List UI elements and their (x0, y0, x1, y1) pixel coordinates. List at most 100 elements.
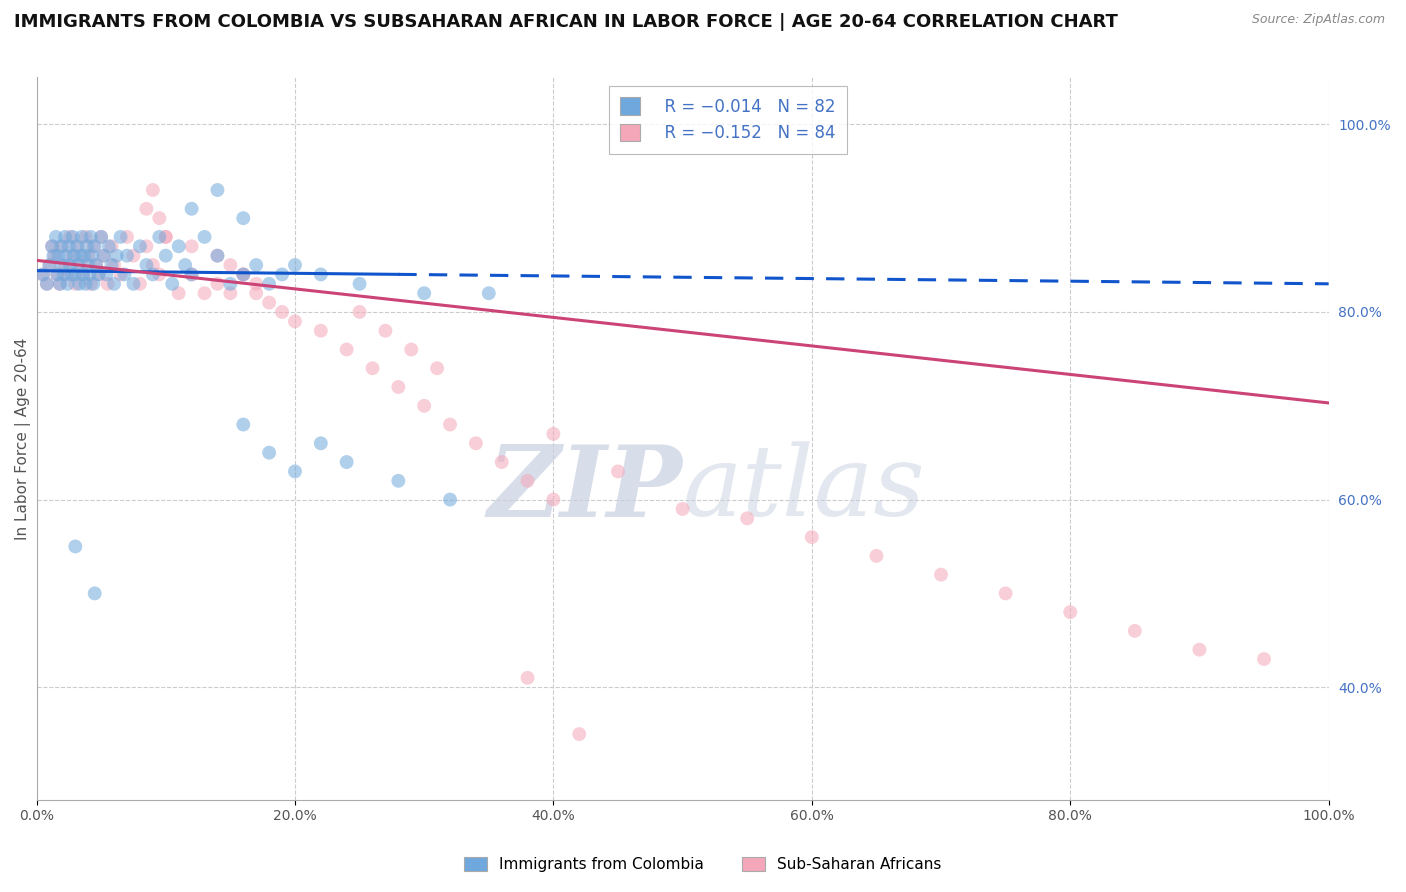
Point (349, 277, 371, 291)
Point (110, 268, 132, 282)
Point (77, 249, 100, 263)
Point (207, 249, 229, 263)
Point (167, 239, 190, 253)
Point (87, 268, 110, 282)
Point (84, 258, 107, 272)
Point (516, 474, 538, 488)
Point (193, 230, 215, 244)
Point (180, 202, 202, 216)
Point (79, 268, 101, 282)
Point (232, 268, 254, 282)
Point (491, 455, 513, 469)
Text: IMMIGRANTS FROM COLOMBIA VS SUBSAHARAN AFRICAN IN LABOR FORCE | AGE 20-64 CORREL: IMMIGRANTS FROM COLOMBIA VS SUBSAHARAN A… (14, 13, 1118, 31)
Point (97, 239, 120, 253)
Point (46, 268, 69, 282)
Point (374, 324, 396, 338)
Point (84, 258, 107, 272)
Point (155, 230, 177, 244)
Point (38, 258, 60, 272)
Point (271, 268, 294, 282)
Legend:   R = −0.014   N = 82,   R = −0.152   N = 84: R = −0.014 N = 82, R = −0.152 N = 84 (609, 86, 846, 153)
Point (257, 295, 280, 310)
Point (62, 249, 84, 263)
Point (401, 343, 423, 357)
Point (76, 239, 98, 253)
Point (160, 277, 183, 291)
Point (735, 511, 758, 525)
Point (135, 258, 157, 272)
Point (49, 277, 72, 291)
Point (65, 540, 87, 554)
Point (180, 239, 202, 253)
Point (193, 286, 215, 301)
Point (155, 249, 177, 263)
Point (155, 230, 177, 244)
Y-axis label: In Labor Force | Age 20-64: In Labor Force | Age 20-64 (15, 337, 31, 540)
Point (349, 305, 371, 319)
Point (93, 249, 115, 263)
Point (51, 239, 73, 253)
Point (167, 286, 190, 301)
Point (69, 258, 91, 272)
Point (122, 277, 145, 291)
Point (464, 436, 486, 450)
Point (543, 492, 565, 507)
Point (865, 549, 887, 563)
Point (257, 445, 280, 459)
Point (426, 361, 449, 376)
Point (142, 258, 165, 272)
Point (65, 239, 87, 253)
Point (48, 249, 70, 263)
Point (309, 436, 332, 450)
Point (232, 268, 254, 282)
Point (87, 268, 110, 282)
Point (219, 277, 242, 291)
Point (83, 239, 105, 253)
Point (478, 286, 501, 301)
Point (105, 249, 128, 263)
Point (59, 230, 82, 244)
Point (387, 474, 409, 488)
Point (115, 230, 138, 244)
Point (82, 239, 104, 253)
Point (49, 277, 72, 291)
Point (67, 277, 90, 291)
Point (56, 277, 79, 291)
Point (219, 258, 242, 272)
Point (207, 249, 229, 263)
Point (135, 239, 157, 253)
Point (103, 258, 125, 272)
Point (413, 399, 436, 413)
Point (44, 249, 66, 263)
Point (1059, 605, 1081, 619)
Point (148, 211, 170, 226)
Point (38, 258, 60, 272)
Point (90, 230, 112, 244)
Point (49, 239, 72, 253)
Point (62, 230, 84, 244)
Point (96, 268, 118, 282)
Point (439, 492, 461, 507)
Point (72, 268, 94, 282)
Point (72, 268, 94, 282)
Text: ZIP: ZIP (488, 441, 682, 537)
Point (219, 286, 242, 301)
Point (148, 268, 170, 282)
Point (800, 530, 823, 544)
Point (75, 277, 97, 291)
Point (309, 324, 332, 338)
Point (361, 361, 384, 376)
Point (65, 277, 87, 291)
Point (1123, 624, 1146, 638)
Point (568, 727, 591, 741)
Point (336, 455, 359, 469)
Point (32, 268, 55, 282)
Point (41, 239, 63, 253)
Point (100, 239, 122, 253)
Point (80, 277, 103, 291)
Point (413, 286, 436, 301)
Point (245, 286, 267, 301)
Point (42, 249, 65, 263)
Point (82, 249, 104, 263)
Point (543, 426, 565, 441)
